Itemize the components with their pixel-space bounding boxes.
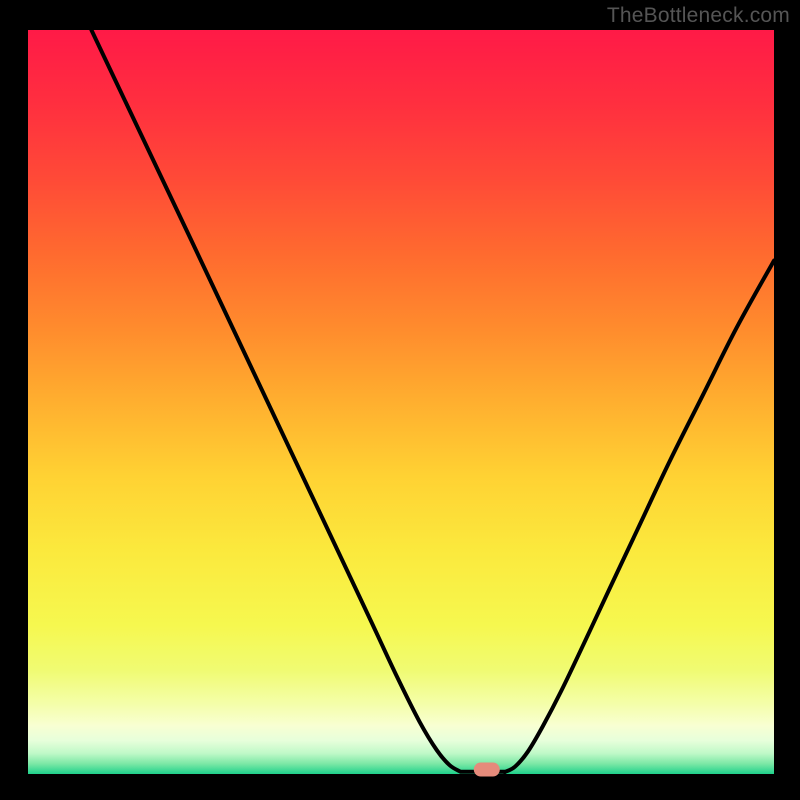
- bottleneck-chart: [0, 0, 800, 800]
- chart-container: TheBottleneck.com: [0, 0, 800, 800]
- watermark-text: TheBottleneck.com: [607, 4, 790, 28]
- plot-background: [28, 30, 774, 774]
- optimal-marker: [474, 763, 500, 777]
